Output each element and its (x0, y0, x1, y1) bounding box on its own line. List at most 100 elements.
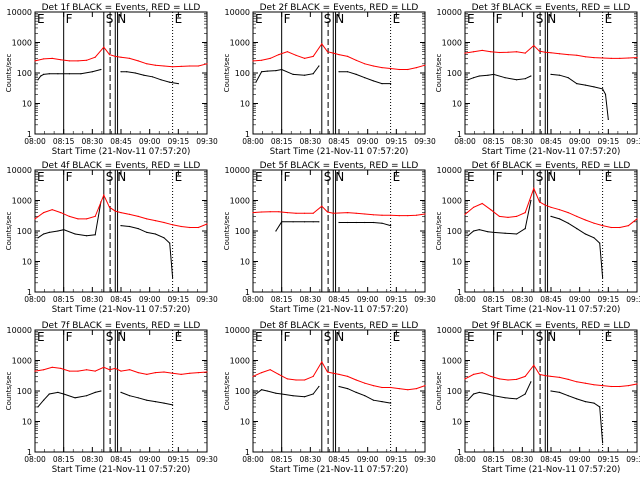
marker-label: F (66, 330, 73, 344)
y-tick-label: 1000 (442, 197, 462, 206)
y-tick-label: 10000 (7, 326, 32, 335)
data-point (269, 57, 271, 60)
data-point (77, 218, 79, 220)
series-line-lld (252, 205, 426, 217)
data-point (281, 68, 283, 71)
data-point (407, 68, 409, 71)
data-point (34, 218, 36, 220)
x-tick-label: 09:15 (168, 295, 190, 304)
data-point (524, 375, 526, 377)
data-point (154, 64, 156, 66)
data-point (304, 57, 306, 60)
data-point (286, 378, 288, 380)
data-point (627, 57, 630, 59)
data-point (467, 399, 469, 401)
data-point (424, 385, 426, 387)
data-point (407, 389, 409, 391)
series-line-events (467, 73, 609, 120)
data-point (48, 73, 50, 75)
chart-panel: Det 5f BLACK = Events, RED = LLD 1 10 100 10… (223, 161, 436, 315)
chart-title: Det 7f BLACK = Events, RED = LLD (42, 321, 201, 331)
marker-label: S (324, 12, 332, 26)
data-point (146, 373, 148, 375)
series-line-events (467, 200, 604, 278)
x-tick-label: 09:30 (414, 295, 436, 304)
x-tick-label: 09:00 (357, 137, 379, 146)
data-point (120, 56, 122, 58)
marker-label: N (335, 330, 344, 344)
x-axis-label: Start Time (21-Nov-11 07:57:20) (482, 147, 621, 157)
data-point (261, 211, 263, 213)
data-point (584, 401, 587, 403)
data-point (473, 206, 475, 208)
data-point (364, 221, 366, 224)
data-point (559, 209, 561, 211)
y-tick-label: 10000 (7, 8, 32, 17)
series-line-events (255, 65, 391, 85)
data-point (390, 225, 392, 227)
data-point (467, 79, 469, 81)
data-point (610, 385, 612, 388)
data-point (304, 396, 306, 398)
data-point (593, 384, 595, 386)
data-point (347, 71, 349, 73)
data-point (516, 398, 518, 400)
data-point (407, 215, 409, 217)
y-tick-label: 100 (235, 387, 250, 396)
data-point (295, 54, 297, 56)
y-tick-label: 1 (245, 288, 250, 297)
data-point (567, 54, 569, 56)
marker-label: N (117, 170, 126, 184)
y-tick-label: 10 (22, 258, 32, 267)
data-point (318, 385, 320, 388)
data-point (275, 230, 277, 232)
data-point (326, 371, 329, 373)
y-tick-label: 1000 (12, 357, 32, 366)
data-point (68, 73, 70, 75)
x-axis-label: Start Time (21-Nov-11 07:57:20) (270, 305, 409, 315)
marker-label: S (106, 170, 114, 184)
data-point (576, 83, 578, 85)
x-tick-label: 09:15 (598, 455, 620, 464)
x-tick-label: 09:00 (357, 295, 379, 304)
data-point (602, 57, 604, 59)
data-point (347, 55, 349, 58)
data-point (37, 237, 39, 239)
data-point (43, 212, 45, 214)
data-point (415, 388, 417, 390)
x-tick-label: 08:15 (271, 137, 293, 146)
data-point (295, 212, 297, 214)
data-point (498, 378, 500, 380)
y-tick-label: 1000 (230, 39, 250, 48)
x-tick-label: 09:00 (569, 137, 591, 146)
data-point (108, 54, 111, 56)
x-tick-label: 08:45 (328, 137, 350, 146)
data-point (619, 57, 621, 60)
data-point (490, 209, 492, 211)
data-point (146, 218, 148, 220)
chart-title: Det 1f BLACK = Events, RED = LLD (42, 3, 201, 13)
x-tick-label: 08:30 (300, 137, 322, 146)
data-point (286, 212, 288, 214)
data-point (129, 213, 131, 215)
data-point (550, 206, 552, 208)
data-point (481, 372, 483, 374)
data-point (390, 67, 392, 70)
data-point (34, 60, 36, 62)
data-point (43, 73, 45, 75)
y-tick-label: 1 (27, 130, 32, 139)
data-point (86, 235, 88, 237)
data-point (304, 221, 306, 223)
data-point (636, 383, 638, 385)
data-point (169, 242, 171, 244)
data-point (636, 57, 638, 59)
y-axis-label: Counts/sec (5, 372, 13, 411)
data-point (424, 64, 426, 66)
marker-label: N (547, 170, 556, 184)
y-axis-label: Counts/sec (223, 212, 231, 251)
data-point (493, 395, 495, 397)
x-tick-label: 08:30 (82, 137, 104, 146)
data-point (473, 373, 475, 375)
plot-frame (252, 11, 426, 135)
data-point (51, 209, 53, 211)
